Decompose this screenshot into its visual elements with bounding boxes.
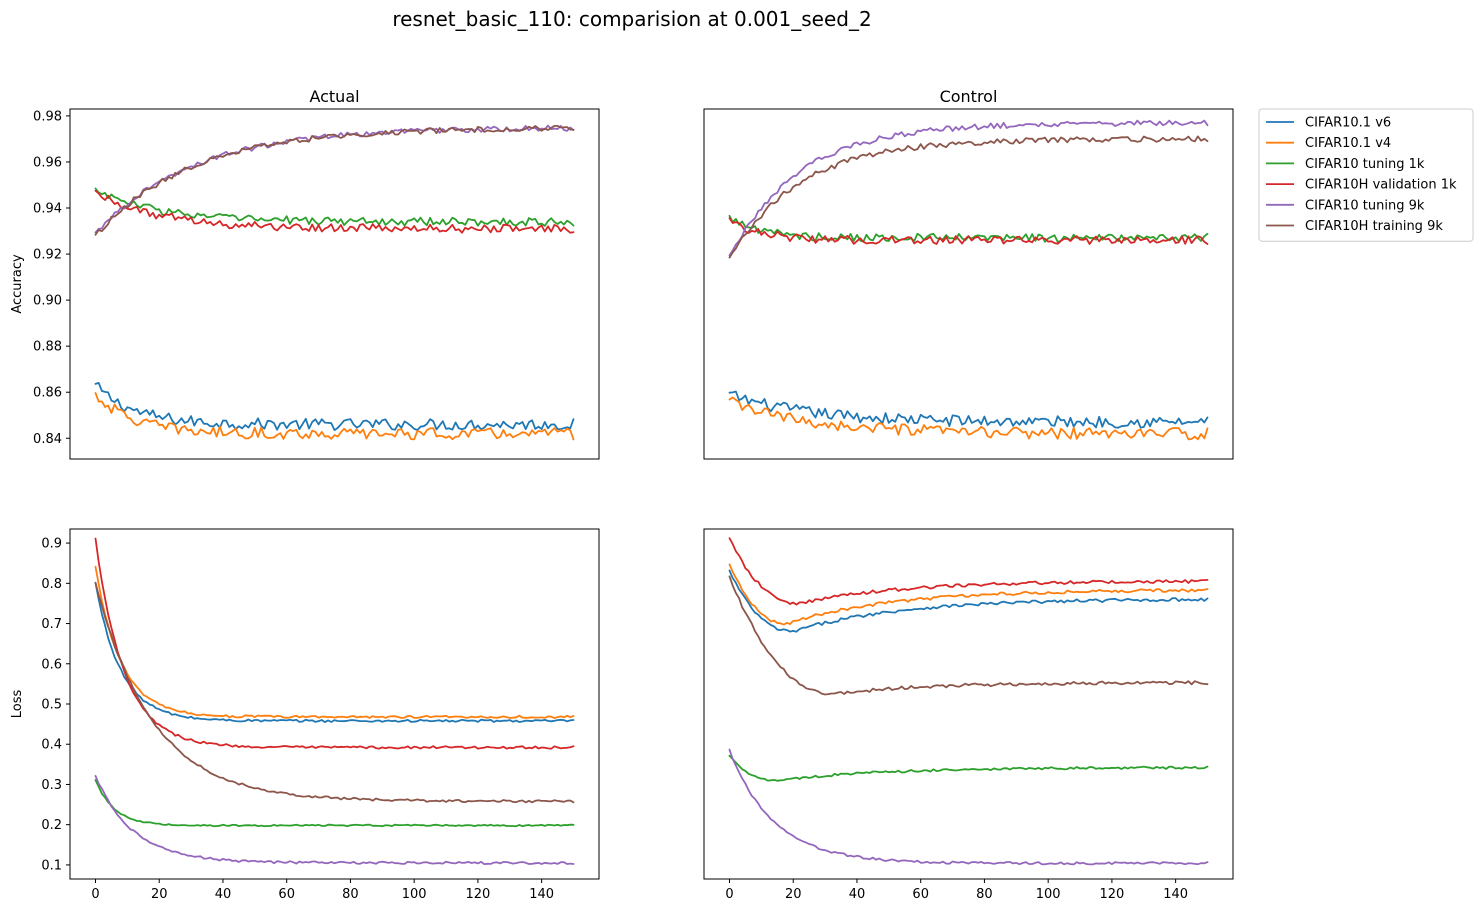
series-line-cifar10-1-v4 bbox=[94, 565, 575, 719]
y-tick-label: 0.6 bbox=[41, 657, 62, 672]
x-tick-label: 140 bbox=[529, 887, 554, 902]
y-tick-label: 0.3 bbox=[41, 778, 62, 793]
y-tick-label: 0.4 bbox=[41, 738, 62, 753]
subplots: 0.840.860.880.900.920.940.960.98ActualAc… bbox=[10, 87, 1234, 902]
subplot-title: Actual bbox=[309, 87, 359, 106]
series-line-cifar10-tuning-1k bbox=[94, 779, 575, 828]
series-line-cifar10h-training-9k bbox=[94, 581, 575, 804]
series-line-cifar10h-validation-1k bbox=[728, 537, 1209, 606]
y-tick-label: 0.94 bbox=[33, 202, 62, 217]
y-tick-label: 0.5 bbox=[41, 698, 62, 713]
y-tick-label: 0.8 bbox=[41, 577, 62, 592]
series-line-cifar10-tuning-9k bbox=[94, 124, 575, 234]
y-axis-label: Loss bbox=[10, 690, 25, 719]
legend-entry: CIFAR10H validation 1k bbox=[1305, 178, 1457, 193]
x-tick-label: 60 bbox=[278, 887, 295, 902]
subplot-acc-control: Control bbox=[703, 87, 1234, 460]
series-line-cifar10h-validation-1k bbox=[94, 189, 575, 234]
y-tick-label: 0.86 bbox=[33, 386, 62, 401]
series-line-cifar10h-training-9k bbox=[728, 135, 1209, 259]
x-tick-label: 120 bbox=[1099, 887, 1124, 902]
legend-entry: CIFAR10 tuning 9k bbox=[1305, 198, 1425, 213]
series-line-cifar10h-validation-1k bbox=[94, 537, 575, 750]
series-line-cifar10-1-v4 bbox=[728, 396, 1209, 441]
x-tick-label: 40 bbox=[849, 887, 866, 902]
legend: CIFAR10.1 v6 CIFAR10.1 v4 CIFAR10 tuning 1… bbox=[1258, 108, 1474, 242]
y-tick-label: 0.2 bbox=[41, 818, 62, 833]
x-tick-label: 20 bbox=[785, 887, 802, 902]
axes-frame bbox=[703, 528, 1234, 880]
series-line-cifar10h-validation-1k bbox=[728, 217, 1209, 245]
legend-entry: CIFAR10.1 v4 bbox=[1305, 136, 1391, 151]
y-tick-label: 0.96 bbox=[33, 155, 62, 170]
axes-frame bbox=[69, 108, 600, 460]
subplot-title: Control bbox=[940, 87, 998, 106]
x-tick-label: 100 bbox=[1036, 887, 1061, 902]
y-tick-label: 0.7 bbox=[41, 617, 62, 632]
series-line-cifar10h-training-9k bbox=[728, 575, 1209, 696]
series-line-cifar10h-training-9k bbox=[94, 125, 575, 236]
y-tick-label: 0.88 bbox=[33, 340, 62, 355]
series-line-cifar10-tuning-1k bbox=[728, 214, 1209, 243]
series-line-cifar10-1-v6 bbox=[728, 390, 1209, 429]
y-tick-label: 0.98 bbox=[33, 109, 62, 124]
series-line-cifar10-tuning-9k bbox=[94, 775, 575, 865]
series-line-cifar10-tuning-9k bbox=[728, 748, 1209, 866]
x-tick-label: 80 bbox=[976, 887, 993, 902]
y-tick-label: 0.1 bbox=[41, 858, 62, 873]
subplot-loss-actual: 0.1 0.2 0.3 0.4 0.5 0.6 0.7 0.8 0.9 0 20 40 60 80 100 1… bbox=[10, 528, 600, 902]
x-tick-label: 20 bbox=[151, 887, 168, 902]
legend-entry: CIFAR10 tuning 1k bbox=[1305, 157, 1425, 172]
x-tick-label: 0 bbox=[91, 887, 99, 902]
series-line-cifar10-1-v4 bbox=[728, 563, 1209, 626]
legend-entry: CIFAR10.1 v6 bbox=[1305, 116, 1391, 131]
y-axis-label: Accuracy bbox=[10, 254, 25, 314]
x-tick-label: 120 bbox=[465, 887, 490, 902]
legend-entry: CIFAR10H training 9k bbox=[1305, 219, 1443, 234]
x-tick-label: 140 bbox=[1163, 887, 1188, 902]
series-line-cifar10-1-v6 bbox=[728, 569, 1209, 633]
y-tick-label: 0.84 bbox=[33, 432, 62, 447]
figure-title: resnet_basic_110: comparision at 0.001_s… bbox=[392, 7, 871, 31]
subplot-acc-actual: 0.84 0.86 0.88 0.90 0.92 0.94 0.96 0.98 Actual Ac… bbox=[10, 87, 600, 460]
y-tick-label: 0.90 bbox=[33, 294, 62, 309]
series-line-cifar10-1-v6 bbox=[94, 381, 575, 432]
subplot-loss-control: 0 20 40 60 80 100 120 140 bbox=[703, 528, 1234, 902]
series-line-cifar10-tuning-9k bbox=[728, 119, 1209, 257]
series-line-cifar10-1-v4 bbox=[94, 392, 575, 441]
x-tick-label: 60 bbox=[912, 887, 929, 902]
y-tick-label: 0.92 bbox=[33, 248, 62, 263]
series-line-cifar10-tuning-1k bbox=[728, 754, 1209, 782]
y-tick-label: 0.9 bbox=[41, 537, 62, 552]
x-tick-label: 0 bbox=[725, 887, 733, 902]
series-line-cifar10-1-v6 bbox=[94, 581, 575, 723]
axes-frame bbox=[703, 108, 1234, 460]
series-line-cifar10-tuning-1k bbox=[94, 187, 575, 227]
legend-box bbox=[1258, 108, 1474, 242]
x-tick-label: 80 bbox=[342, 887, 359, 902]
x-tick-label: 40 bbox=[215, 887, 232, 902]
x-tick-label: 100 bbox=[402, 887, 427, 902]
